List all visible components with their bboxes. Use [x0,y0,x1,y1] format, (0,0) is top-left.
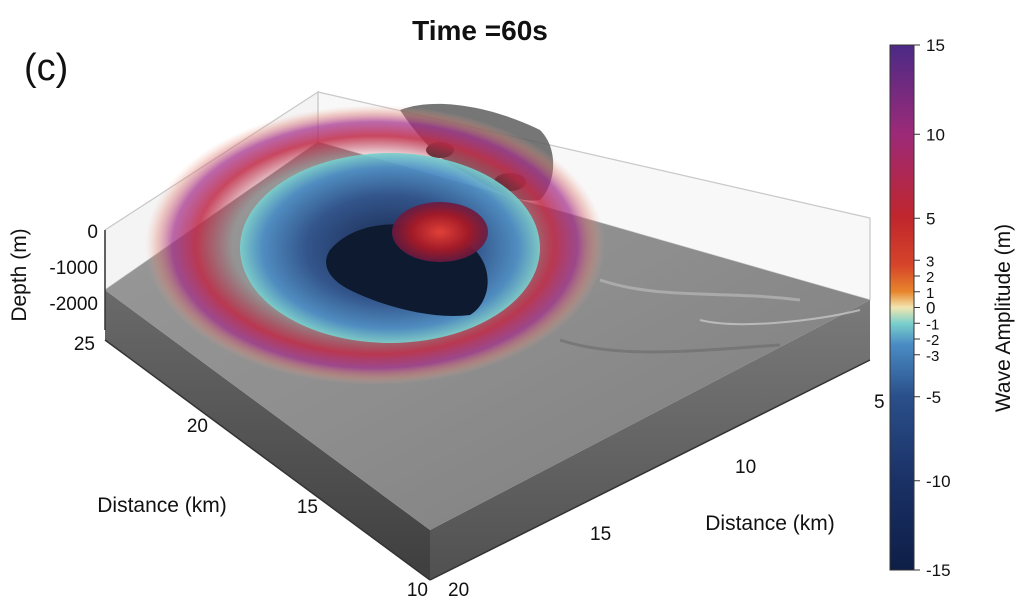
depth-axis: 0 -1000 -2000 Depth (m) [8,222,106,330]
y-tick-15: 15 [297,497,318,518]
panel-label: (c) [24,47,68,89]
colorbar-label: Wave Amplitude (m) [992,224,1015,412]
y-axis-line [104,339,431,581]
colorbar-tick-label: 2 [926,269,934,286]
chart-title: Time =60s [412,15,548,46]
colorbar-tick-label: 15 [926,36,945,55]
x-axis-label: Distance (km) [705,512,835,535]
y-axis-label: Distance (km) [97,494,227,517]
colorbar-tick-label: -2 [926,332,939,349]
y-tick-10: 10 [407,580,428,600]
wave-field [145,105,605,385]
colorbar-tick-label: -3 [926,348,939,365]
colorbar-tick-label: -10 [926,472,951,491]
colorbar-tick-label: 10 [926,125,945,144]
x-tick-20: 20 [448,580,469,600]
terrain-right-face [430,300,870,580]
colorbar-bar [889,44,915,571]
colorbar-tick-label: 5 [926,209,935,228]
ridge-texture-2 [559,338,781,354]
colorbar-tick-label: -1 [926,316,939,333]
depth-tick-0: 0 [87,222,98,243]
depth-axis-label: Depth (m) [8,228,31,321]
colorbar-tick-label: -5 [926,388,941,407]
depth-tick-1000: -1000 [49,258,98,279]
x-axis-line [429,359,871,581]
wave-crest-core [392,202,488,262]
x-axis: 20 15 10 5 Distance (km) [429,359,885,600]
x-tick-5: 5 [874,392,885,413]
y-tick-25: 25 [74,334,95,355]
ridge-texture [599,278,801,302]
y-tick-20: 20 [187,416,208,437]
x-tick-15: 15 [590,524,611,545]
ridge-texture-3 [699,309,861,326]
x-tick-10: 10 [735,457,756,478]
terrain-front-face [105,290,430,580]
depth-tick-2000: -2000 [49,294,98,315]
y-axis: 25 20 15 10 Distance (km) [74,334,431,600]
colorbar-tick-label: 0 [926,299,935,318]
colorbar-tick-label: -15 [926,561,951,580]
colorbar-tick-label: 1 [926,285,934,302]
colorbar-tick-label: 3 [926,253,934,270]
